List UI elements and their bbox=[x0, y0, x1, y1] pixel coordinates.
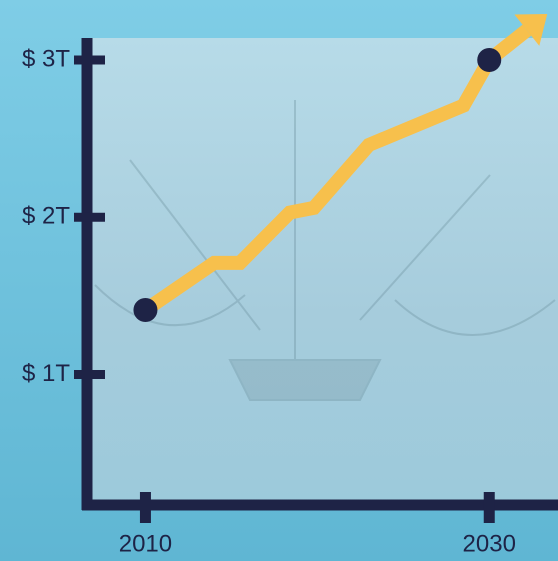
boat-illustration bbox=[94, 100, 556, 401]
arrow-head bbox=[514, 14, 548, 46]
point-marker bbox=[133, 298, 158, 323]
x-tick-label: 2030 bbox=[463, 530, 516, 557]
y-tick-label: $ 1T bbox=[22, 360, 70, 387]
y-tick-label: $ 3T bbox=[22, 45, 70, 72]
point-marker bbox=[477, 48, 502, 73]
y-tick-label: $ 2T bbox=[22, 203, 70, 230]
line bbox=[141, 56, 496, 316]
plot-background bbox=[87, 38, 558, 505]
x-tick-label: 2010 bbox=[119, 530, 172, 557]
